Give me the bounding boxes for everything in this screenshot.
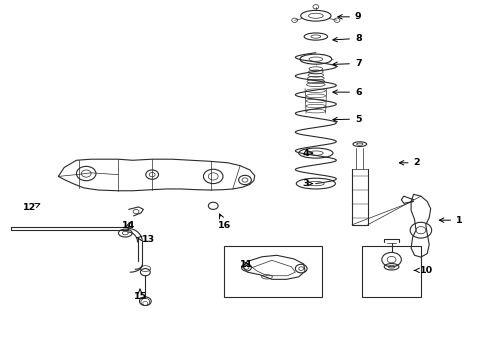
Text: 8: 8	[333, 34, 362, 43]
Text: 16: 16	[218, 214, 231, 230]
Text: 2: 2	[399, 158, 420, 167]
Text: 7: 7	[333, 59, 362, 68]
Text: 11: 11	[240, 260, 253, 269]
Bar	[224, 246, 322, 297]
Text: 10: 10	[415, 266, 433, 275]
Text: 3: 3	[303, 179, 313, 188]
Text: 14: 14	[122, 221, 135, 230]
Text: 12: 12	[23, 203, 40, 212]
Text: 5: 5	[333, 114, 362, 123]
Text: 15: 15	[134, 289, 147, 301]
Bar	[362, 246, 421, 297]
Text: 6: 6	[333, 87, 362, 96]
Text: 4: 4	[303, 149, 313, 158]
Text: 1: 1	[440, 216, 463, 225]
Text: 9: 9	[338, 12, 362, 21]
Text: 13: 13	[137, 235, 155, 244]
